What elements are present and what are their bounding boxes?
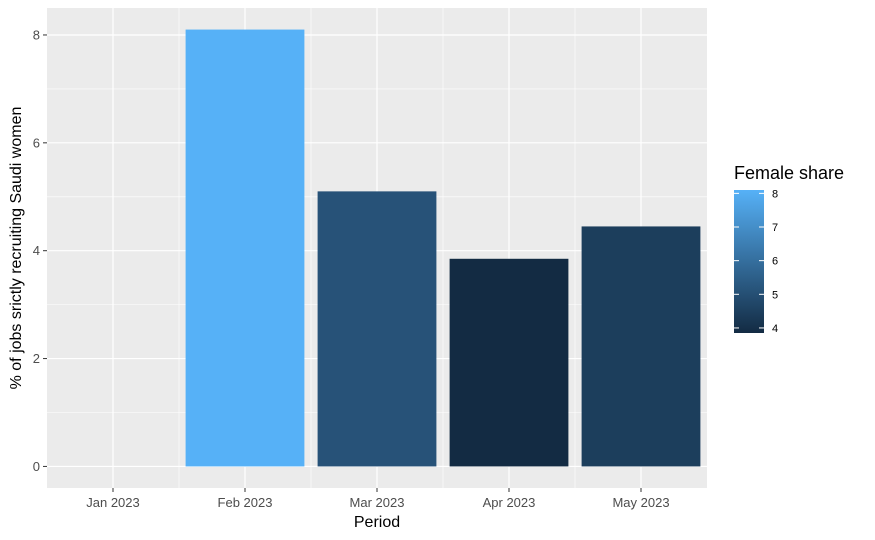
x-tick-label: Apr 2023 [483,495,536,510]
y-tick-label: 8 [33,27,40,42]
bar [581,226,701,467]
y-tick-label: 2 [33,351,40,366]
x-tick-label: May 2023 [612,495,669,510]
y-tick-label: 4 [33,243,40,258]
bar [185,29,305,467]
x-axis-ticks: Jan 2023 Feb 2023 Mar 2023 Apr 2023 May 2023 [86,488,670,510]
bars [185,29,701,467]
legend-title: Female share [734,163,844,183]
y-tick-label: 0 [33,459,40,474]
bar [317,191,437,467]
legend-ticks: 4 5 6 7 8 [734,188,778,335]
x-tick-label: Jan 2023 [86,495,140,510]
legend-tick-label: 5 [772,289,778,301]
bar [449,258,569,467]
y-axis-ticks: 0 2 4 6 8 [33,27,47,474]
legend-tick-label: 4 [772,323,778,335]
legend-tick-label: 6 [772,256,778,268]
legend-colorbar [734,190,764,333]
x-tick-label: Mar 2023 [350,495,405,510]
y-tick-label: 6 [33,135,40,150]
y-axis-title: % of jobs srictly recruiting Saudi women [8,107,25,390]
x-axis-title: Period [354,514,400,531]
legend-tick-label: 7 [772,222,778,234]
x-tick-label: Feb 2023 [218,495,273,510]
legend-tick-label: 8 [772,188,778,200]
